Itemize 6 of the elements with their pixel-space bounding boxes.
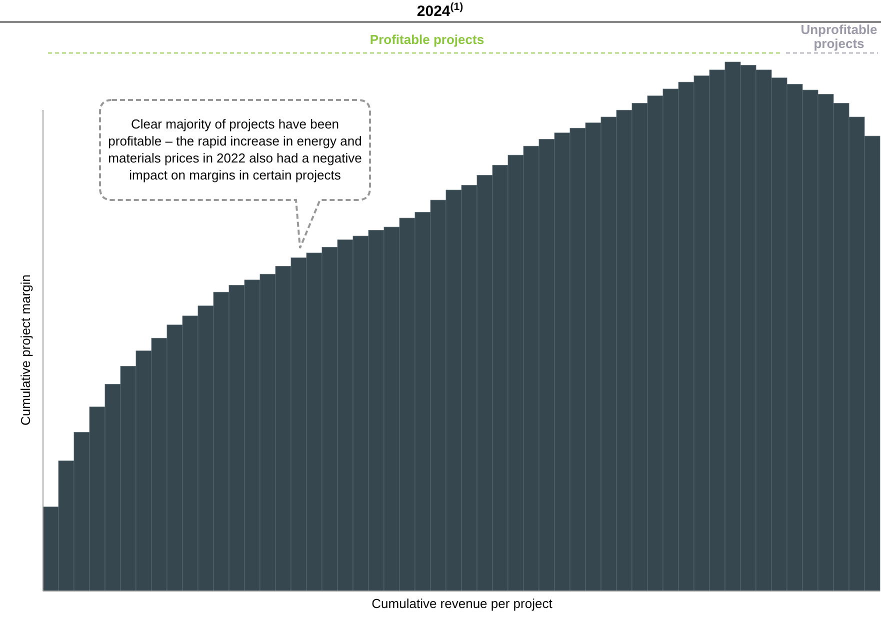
y-axis-title: Cumulative project margin [18, 274, 33, 426]
chart-title: 2024$^{(1)}$ [416, 1, 464, 20]
text: Profitable projects [370, 32, 484, 47]
annotation: Clear majority of projects have been profitable – the rapid increase in energy and materials prices in 2022 also had a negative impact on margins in certain projects [108, 116, 362, 182]
x-axis-title: Cumulative revenue per project [372, 596, 553, 611]
text: Unprofitable projects [800, 22, 878, 51]
